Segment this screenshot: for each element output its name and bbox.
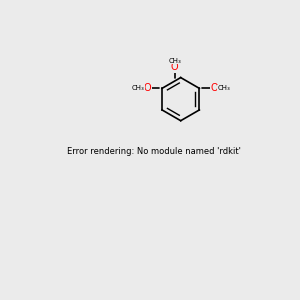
Text: CH₃: CH₃: [168, 58, 181, 64]
Text: O: O: [211, 83, 218, 93]
Text: Error rendering: No module named 'rdkit': Error rendering: No module named 'rdkit': [67, 147, 241, 156]
Text: O: O: [171, 62, 178, 72]
Text: CH₃: CH₃: [131, 85, 144, 91]
Text: CH₃: CH₃: [218, 85, 230, 91]
Text: O: O: [143, 83, 151, 93]
